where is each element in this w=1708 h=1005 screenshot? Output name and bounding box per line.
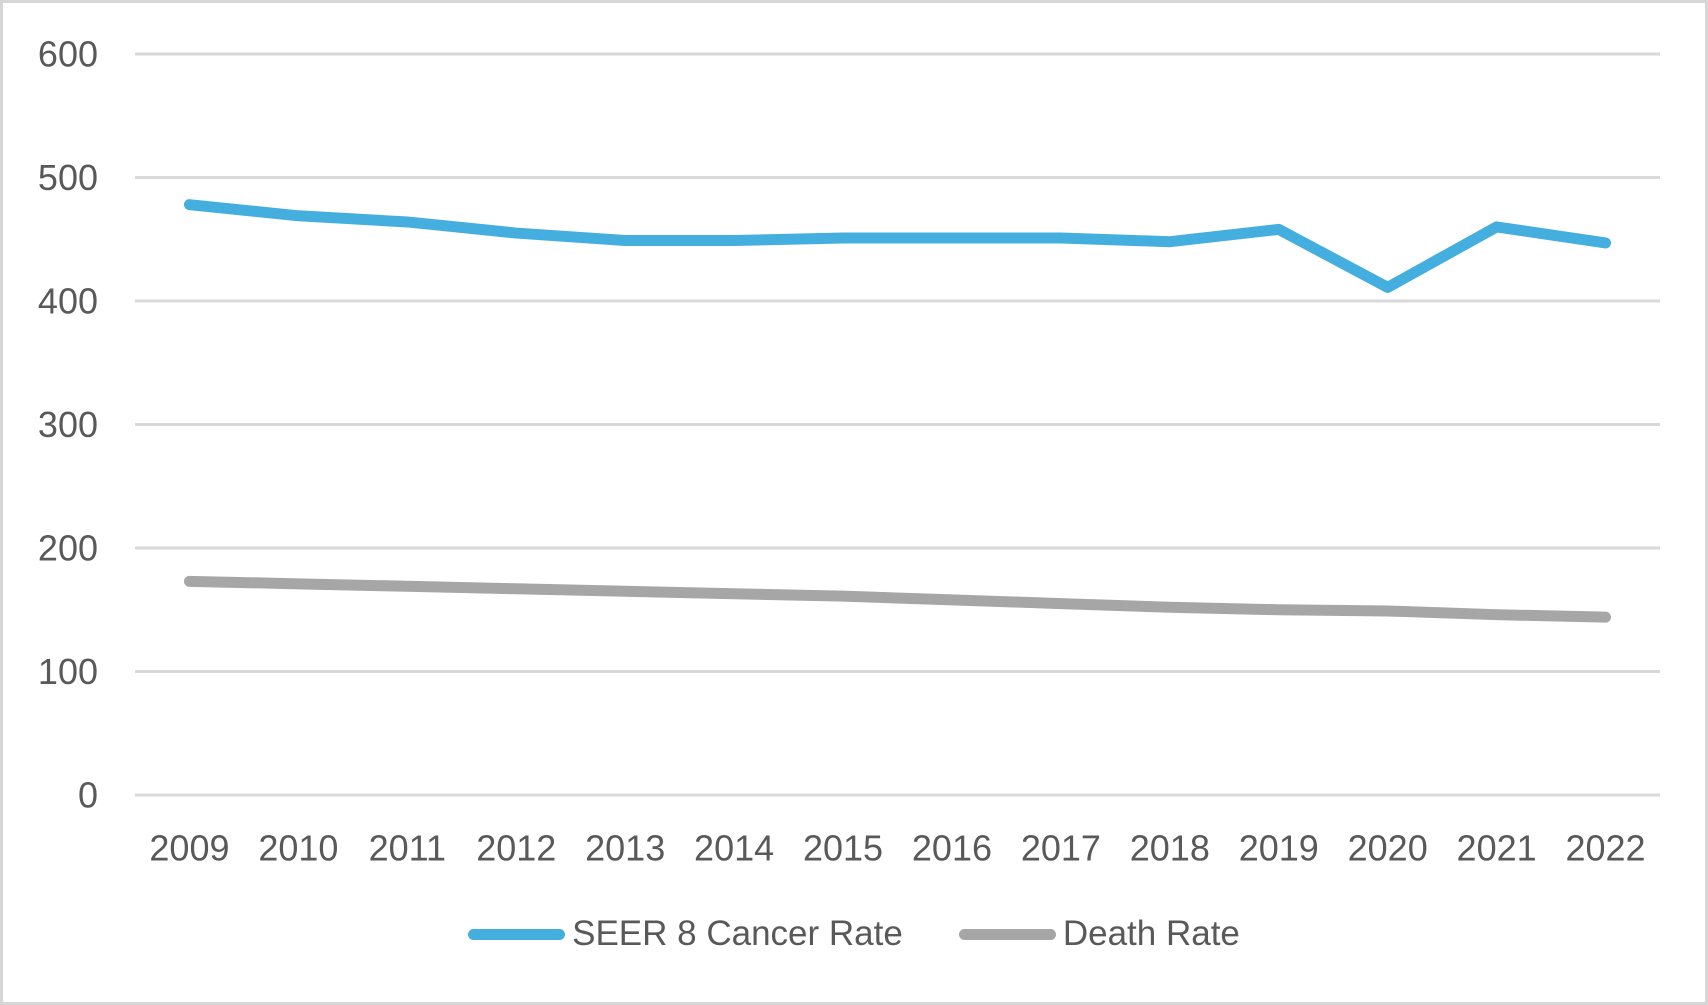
series-line-1 [183, 575, 1612, 623]
y-axis-tick-label: 300 [38, 404, 98, 445]
y-axis-tick-label: 400 [38, 281, 98, 322]
x-axis-tick-label: 2015 [803, 828, 883, 869]
y-axis-tick-label: 100 [38, 651, 98, 692]
x-axis-tick-label: 2022 [1565, 828, 1645, 869]
legend-swatch-death-rate [958, 928, 1056, 940]
line-chart: 0 100 200 300 400 500 600 2009 2010 2011 2012 2013 2… [38, 34, 1660, 869]
x-axis-tick-label: 2009 [149, 828, 229, 869]
x-axis-tick-label: 2018 [1130, 828, 1210, 869]
legend: SEER 8 Cancer Rate Death Rate [3, 909, 1705, 959]
x-axis-tick-label: 2019 [1239, 828, 1319, 869]
x-axis-tick-label: 2011 [369, 828, 446, 869]
x-axis-tick-label: 2017 [1021, 828, 1101, 869]
x-axis-tick-label: 2014 [694, 828, 774, 869]
x-axis-tick-label: 2021 [1457, 828, 1537, 869]
x-axis-tick-label: 2020 [1348, 828, 1428, 869]
y-axis-tick-label: 500 [38, 157, 98, 198]
legend-swatch-seer8-cancer-rate [468, 928, 566, 940]
x-axis-tick-label: 2010 [258, 828, 338, 869]
legend-item-seer8-cancer-rate: SEER 8 Cancer Rate [468, 914, 903, 954]
legend-item-death-rate: Death Rate [958, 914, 1240, 954]
x-axis-tick-label: 2013 [585, 828, 665, 869]
x-axis-tick-label: 2012 [476, 828, 556, 869]
x-axis-tick-label: 2016 [912, 828, 992, 869]
y-axis-tick-label: 600 [38, 34, 98, 75]
y-axis-tick-label: 0 [78, 775, 98, 816]
series-line-0 [183, 199, 1612, 293]
y-axis-tick-label: 200 [38, 528, 98, 569]
legend-label-death-rate: Death Rate [1062, 914, 1240, 953]
legend-label-seer8-cancer-rate: SEER 8 Cancer Rate [572, 914, 903, 953]
